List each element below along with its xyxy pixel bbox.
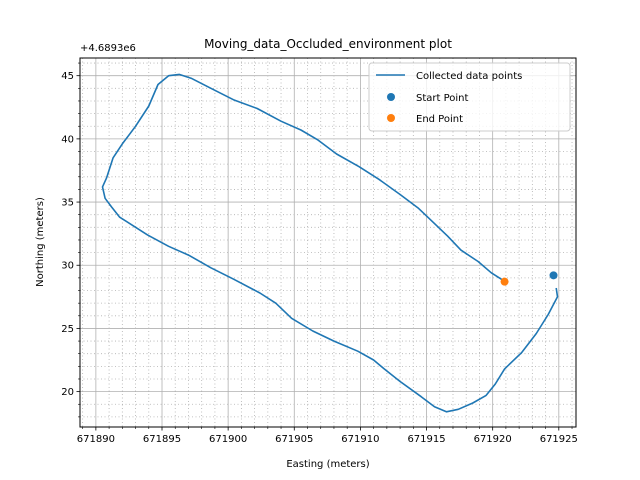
legend-box (368, 62, 571, 132)
x-tick-label: 671920 (474, 434, 512, 445)
y-axis-label: Northing (meters) (35, 197, 46, 287)
x-tick-label: 671910 (341, 434, 379, 445)
x-tick-label: 671915 (407, 434, 445, 445)
x-tick-label: 671925 (540, 434, 578, 445)
plot-series (101, 73, 559, 413)
legend-entry-end: End Point (416, 114, 463, 125)
x-tick-label: 671890 (77, 434, 115, 445)
y-tick-label: 25 (61, 324, 74, 335)
legend-entry-start: Start Point (416, 93, 469, 104)
end-point-marker (500, 277, 509, 286)
y-offset-label: +4.6893e6 (80, 43, 136, 54)
axes-frame (79, 57, 577, 428)
legend-start-marker (387, 93, 395, 101)
x-tick-label: 671905 (275, 434, 313, 445)
x-tick-label: 671900 (209, 434, 247, 445)
y-axis-ticks: 20 25 30 35 40 45 (61, 62, 80, 418)
legend-end-marker (387, 114, 395, 122)
start-point-marker (549, 271, 558, 280)
x-axis-ticks: 671890 671895 671900 671905 671910 671915 6719… (77, 427, 578, 445)
x-tick-label: 671895 (143, 434, 181, 445)
collected-data-line (101, 73, 559, 413)
y-tick-label: 35 (61, 198, 74, 209)
legend-entry-collected: Collected data points (416, 71, 522, 82)
y-tick-label: 20 (61, 387, 74, 398)
y-tick-label: 40 (61, 134, 74, 145)
x-axis-label: Easting (meters) (286, 459, 369, 470)
y-tick-label: 30 (61, 261, 74, 272)
chart-title: Moving_data_Occluded_environment plot (204, 37, 452, 51)
legend: Collected data points Start Point End Po… (368, 62, 571, 132)
y-tick-label: 45 (61, 71, 74, 82)
